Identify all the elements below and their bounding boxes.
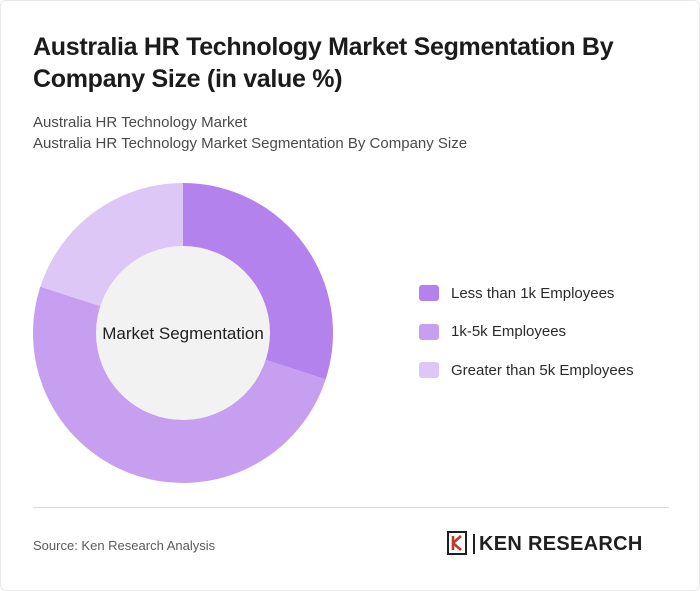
donut-center-label: Market Segmentation bbox=[102, 324, 264, 343]
legend-label: Greater than 5k Employees bbox=[451, 361, 634, 379]
chart-subtitle-market: Australia HR Technology Market bbox=[33, 114, 247, 131]
footer-divider bbox=[33, 507, 669, 508]
ken-research-logo-mark-icon bbox=[447, 531, 467, 555]
logo-separator bbox=[473, 534, 475, 554]
legend-item: 1k-5k Employees bbox=[419, 322, 634, 342]
logo-text: KEN RESEARCH bbox=[479, 532, 643, 555]
legend-item: Less than 1k Employees bbox=[419, 283, 634, 303]
donut-hole bbox=[96, 246, 270, 420]
chart-subtitle-segmentation: Australia HR Technology Market Segmentat… bbox=[33, 135, 468, 152]
legend-swatch bbox=[419, 285, 439, 301]
chart-title: Australia HR Technology Market Segmentat… bbox=[33, 33, 614, 93]
legend-label: Less than 1k Employees bbox=[451, 284, 615, 302]
ken-research-logo: KEN RESEARCH bbox=[447, 531, 643, 557]
legend-item: Greater than 5k Employees bbox=[419, 360, 634, 380]
chart-legend: Less than 1k Employees 1k-5k Employees Gre… bbox=[419, 283, 634, 399]
legend-label: 1k-5k Employees bbox=[451, 323, 567, 340]
donut-chart: Market Segmentation bbox=[33, 183, 333, 483]
source-note: Source: Ken Research Analysis bbox=[33, 538, 216, 553]
legend-swatch bbox=[419, 323, 439, 340]
legend-swatch bbox=[419, 362, 439, 378]
